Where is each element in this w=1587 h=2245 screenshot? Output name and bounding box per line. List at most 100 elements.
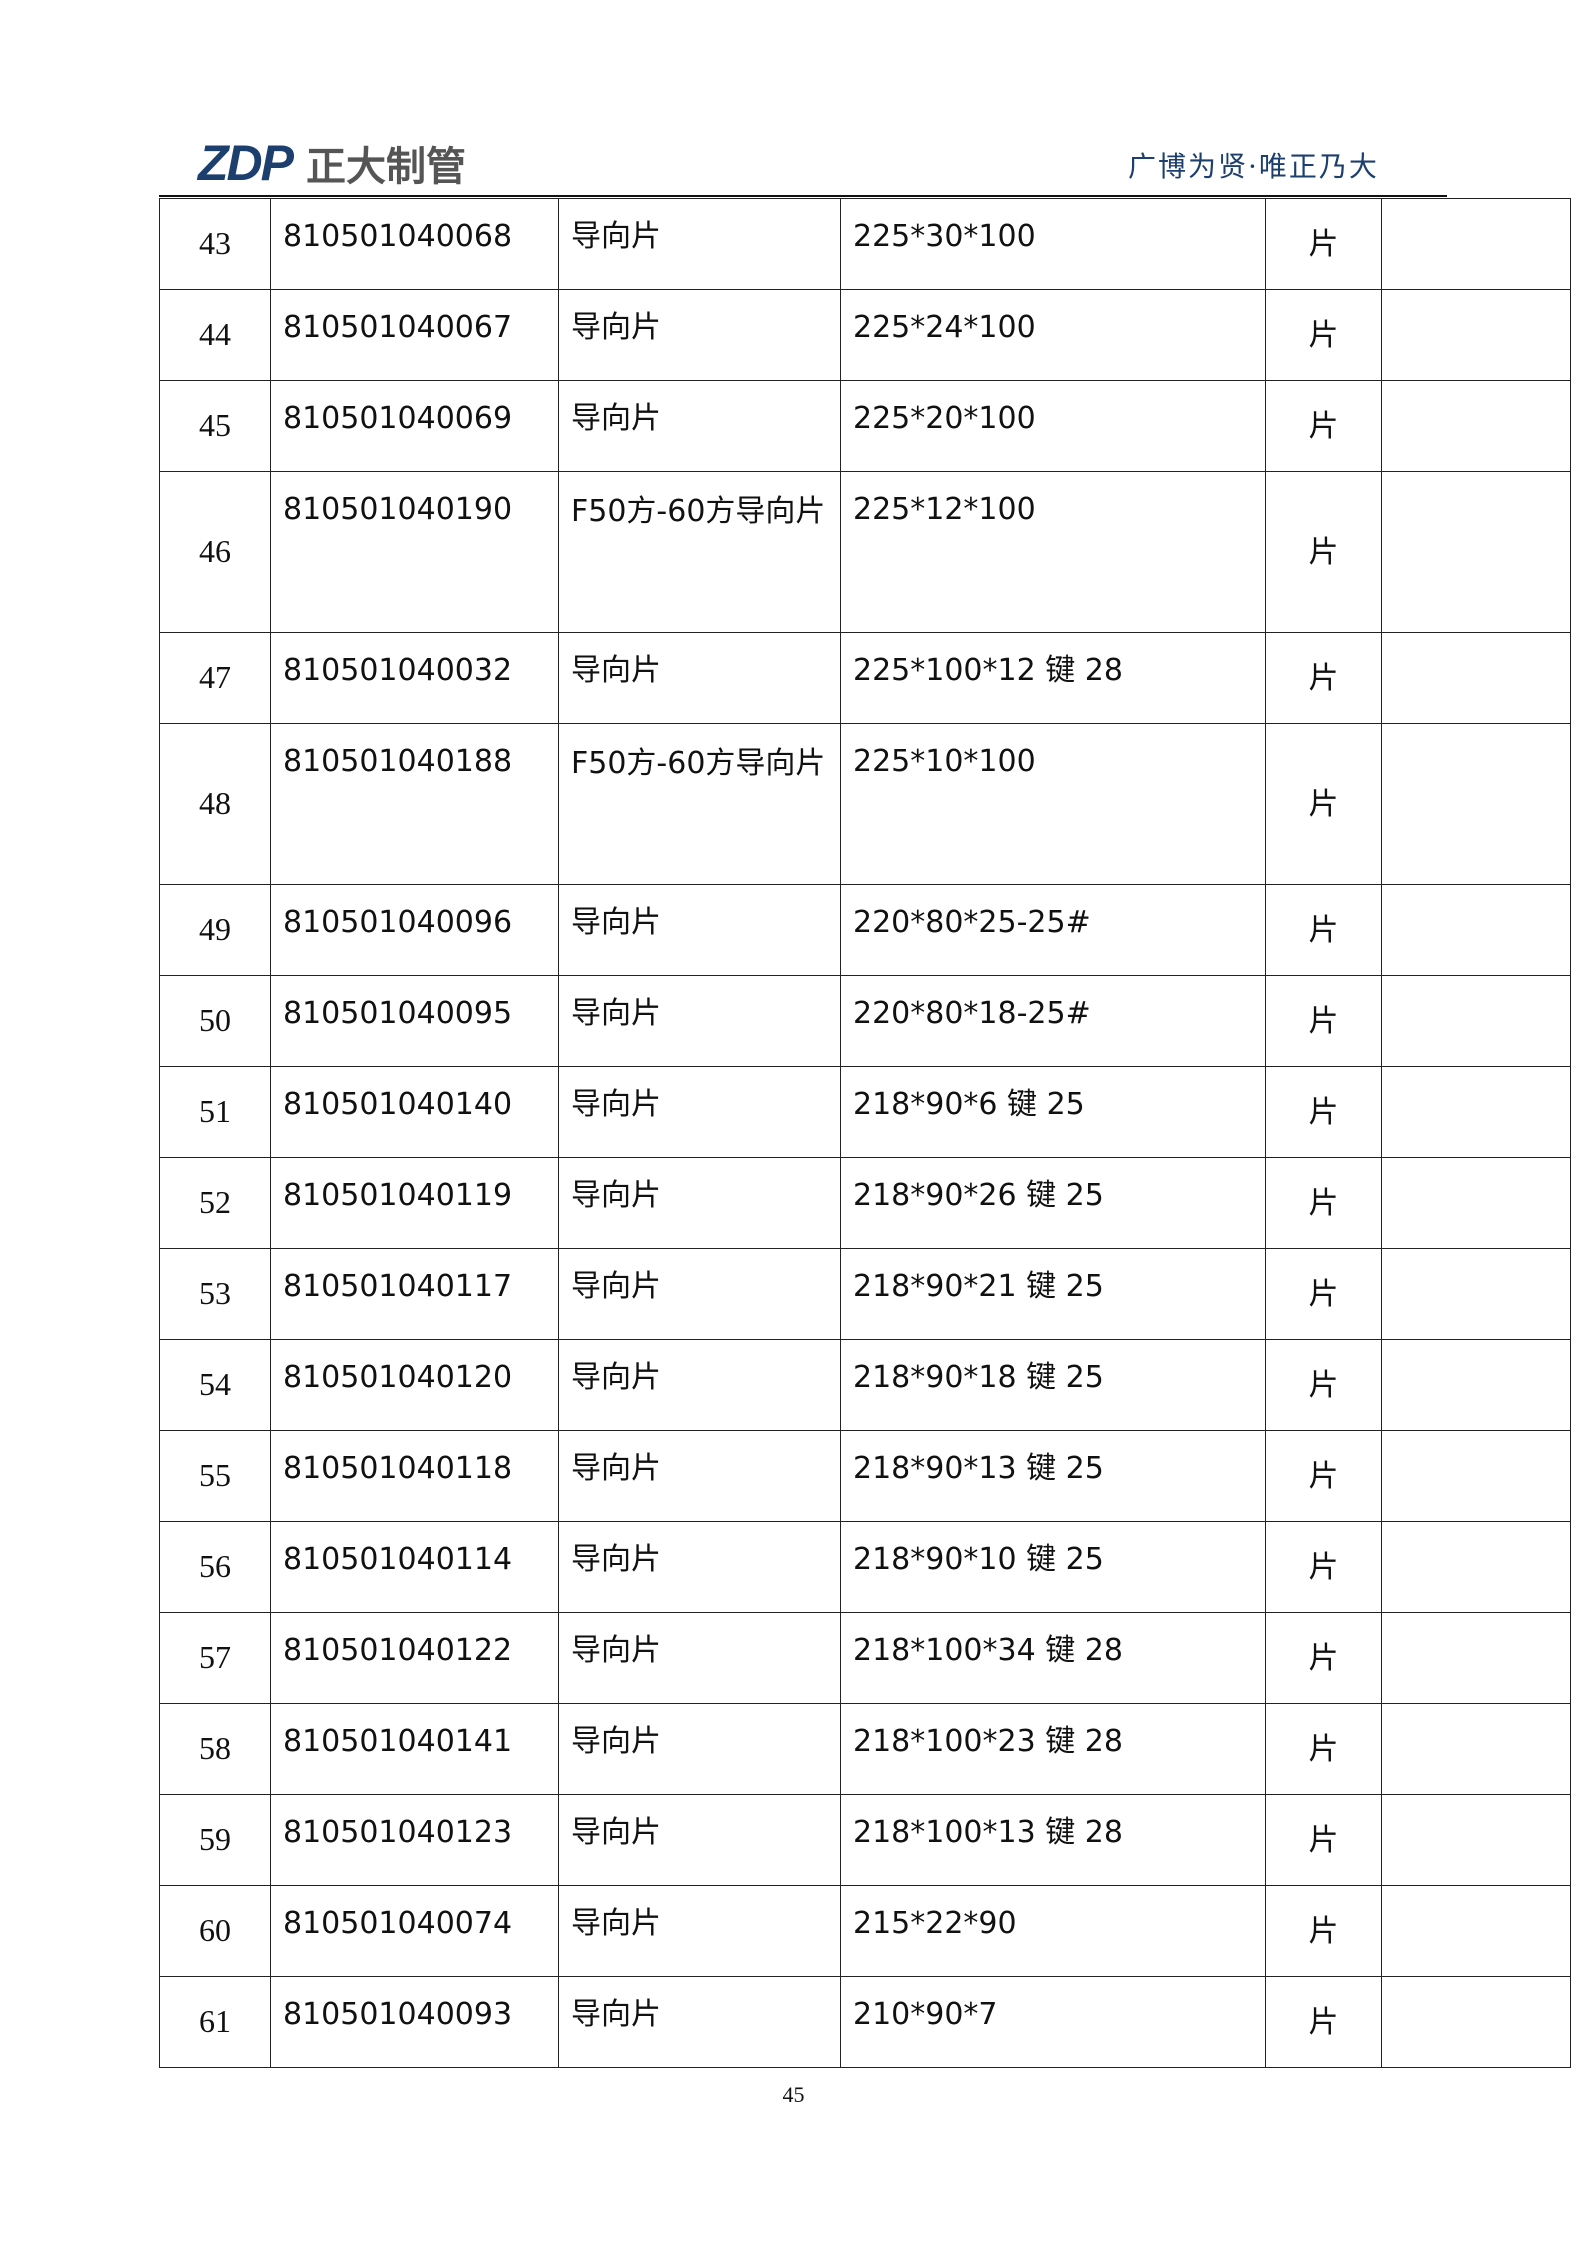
item-code: 810501040141 <box>270 1703 559 1795</box>
item-spec: 218*90*10 键 25 <box>840 1521 1266 1613</box>
item-spec: 218*100*23 键 28 <box>840 1703 1266 1795</box>
item-code: 810501040123 <box>270 1794 559 1886</box>
item-unit: 片 <box>1265 289 1382 381</box>
item-unit: 片 <box>1265 1703 1382 1795</box>
item-remark <box>1381 1339 1571 1431</box>
table-row: 51 810501040140 导向片 218*90*6 键 25 片 <box>159 1066 1571 1158</box>
row-number: 55 <box>159 1430 271 1522</box>
table-row: 46 810501040190 F50方-60方导向片 225*12*100 片 <box>159 471 1571 633</box>
item-remark <box>1381 380 1571 472</box>
item-unit: 片 <box>1265 380 1382 472</box>
row-number: 54 <box>159 1339 271 1431</box>
item-name: 导向片 <box>558 1248 841 1340</box>
header-slogan: 广博为贤·唯正乃大 <box>1128 150 1379 183</box>
item-name: 导向片 <box>558 1339 841 1431</box>
row-number: 60 <box>159 1885 271 1977</box>
row-number: 44 <box>159 289 271 381</box>
table-row: 60 810501040074 导向片 215*22*90 片 <box>159 1885 1571 1977</box>
item-code: 810501040032 <box>270 632 559 724</box>
item-name: 导向片 <box>558 1794 841 1886</box>
item-spec: 225*100*12 键 28 <box>840 632 1266 724</box>
item-name: 导向片 <box>558 975 841 1067</box>
table-row: 44 810501040067 导向片 225*24*100 片 <box>159 289 1571 381</box>
item-unit: 片 <box>1265 1339 1382 1431</box>
item-spec: 225*12*100 <box>840 471 1266 633</box>
item-spec: 218*100*13 键 28 <box>840 1794 1266 1886</box>
item-remark <box>1381 1612 1571 1704</box>
company-logo: ZDP 正大制管 <box>198 134 466 192</box>
item-code: 810501040074 <box>270 1885 559 1977</box>
item-remark <box>1381 975 1571 1067</box>
item-spec: 225*10*100 <box>840 723 1266 885</box>
item-unit: 片 <box>1265 1157 1382 1249</box>
table-row: 53 810501040117 导向片 218*90*21 键 25 片 <box>159 1248 1571 1340</box>
item-unit: 片 <box>1265 975 1382 1067</box>
item-unit: 片 <box>1265 1430 1382 1522</box>
row-number: 57 <box>159 1612 271 1704</box>
item-name: 导向片 <box>558 884 841 976</box>
item-remark <box>1381 1976 1571 2068</box>
item-remark <box>1381 884 1571 976</box>
item-spec: 218*90*18 键 25 <box>840 1339 1266 1431</box>
item-remark <box>1381 1066 1571 1158</box>
item-unit: 片 <box>1265 1794 1382 1886</box>
table-row: 59 810501040123 导向片 218*100*13 键 28 片 <box>159 1794 1571 1886</box>
item-code: 810501040119 <box>270 1157 559 1249</box>
item-name: F50方-60方导向片 <box>558 723 841 885</box>
item-code: 810501040114 <box>270 1521 559 1613</box>
row-number: 50 <box>159 975 271 1067</box>
item-code: 810501040093 <box>270 1976 559 2068</box>
item-remark <box>1381 1248 1571 1340</box>
item-unit: 片 <box>1265 1612 1382 1704</box>
table-row: 61 810501040093 导向片 210*90*7 片 <box>159 1976 1571 2068</box>
row-number: 61 <box>159 1976 271 2068</box>
item-code: 810501040118 <box>270 1430 559 1522</box>
item-unit: 片 <box>1265 198 1382 290</box>
row-number: 56 <box>159 1521 271 1613</box>
table-row: 57 810501040122 导向片 218*100*34 键 28 片 <box>159 1612 1571 1704</box>
row-number: 59 <box>159 1794 271 1886</box>
item-code: 810501040095 <box>270 975 559 1067</box>
table-row: 50 810501040095 导向片 220*80*18-25# 片 <box>159 975 1571 1067</box>
row-number: 45 <box>159 380 271 472</box>
item-code: 810501040140 <box>270 1066 559 1158</box>
table-row: 48 810501040188 F50方-60方导向片 225*10*100 片 <box>159 723 1571 885</box>
item-code: 810501040117 <box>270 1248 559 1340</box>
row-number: 58 <box>159 1703 271 1795</box>
item-name: 导向片 <box>558 1612 841 1704</box>
item-code: 810501040068 <box>270 198 559 290</box>
item-unit: 片 <box>1265 1885 1382 1977</box>
item-spec: 220*80*25-25# <box>840 884 1266 976</box>
item-spec: 218*90*26 键 25 <box>840 1157 1266 1249</box>
item-spec: 210*90*7 <box>840 1976 1266 2068</box>
item-code: 810501040096 <box>270 884 559 976</box>
item-spec: 218*90*6 键 25 <box>840 1066 1266 1158</box>
item-name: 导向片 <box>558 380 841 472</box>
item-spec: 218*90*21 键 25 <box>840 1248 1266 1340</box>
item-spec: 225*30*100 <box>840 198 1266 290</box>
item-unit: 片 <box>1265 1066 1382 1158</box>
table-row: 52 810501040119 导向片 218*90*26 键 25 片 <box>159 1157 1571 1249</box>
row-number: 49 <box>159 884 271 976</box>
item-unit: 片 <box>1265 1521 1382 1613</box>
item-spec: 220*80*18-25# <box>840 975 1266 1067</box>
item-code: 810501040188 <box>270 723 559 885</box>
logo-company-name: 正大制管 <box>306 144 466 190</box>
table-row: 55 810501040118 导向片 218*90*13 键 25 片 <box>159 1430 1571 1522</box>
table-row: 43 810501040068 导向片 225*30*100 片 <box>159 198 1571 290</box>
item-unit: 片 <box>1265 1248 1382 1340</box>
item-name: 导向片 <box>558 1430 841 1522</box>
item-spec: 218*90*13 键 25 <box>840 1430 1266 1522</box>
item-name: 导向片 <box>558 1521 841 1613</box>
item-code: 810501040069 <box>270 380 559 472</box>
table-row: 47 810501040032 导向片 225*100*12 键 28 片 <box>159 632 1571 724</box>
row-number: 48 <box>159 723 271 885</box>
item-unit: 片 <box>1265 1976 1382 2068</box>
item-name: 导向片 <box>558 1066 841 1158</box>
table-row: 54 810501040120 导向片 218*90*18 键 25 片 <box>159 1339 1571 1431</box>
item-remark <box>1381 1430 1571 1522</box>
item-name: 导向片 <box>558 1885 841 1977</box>
row-number: 43 <box>159 198 271 290</box>
item-name: 导向片 <box>558 289 841 381</box>
item-remark <box>1381 1794 1571 1886</box>
